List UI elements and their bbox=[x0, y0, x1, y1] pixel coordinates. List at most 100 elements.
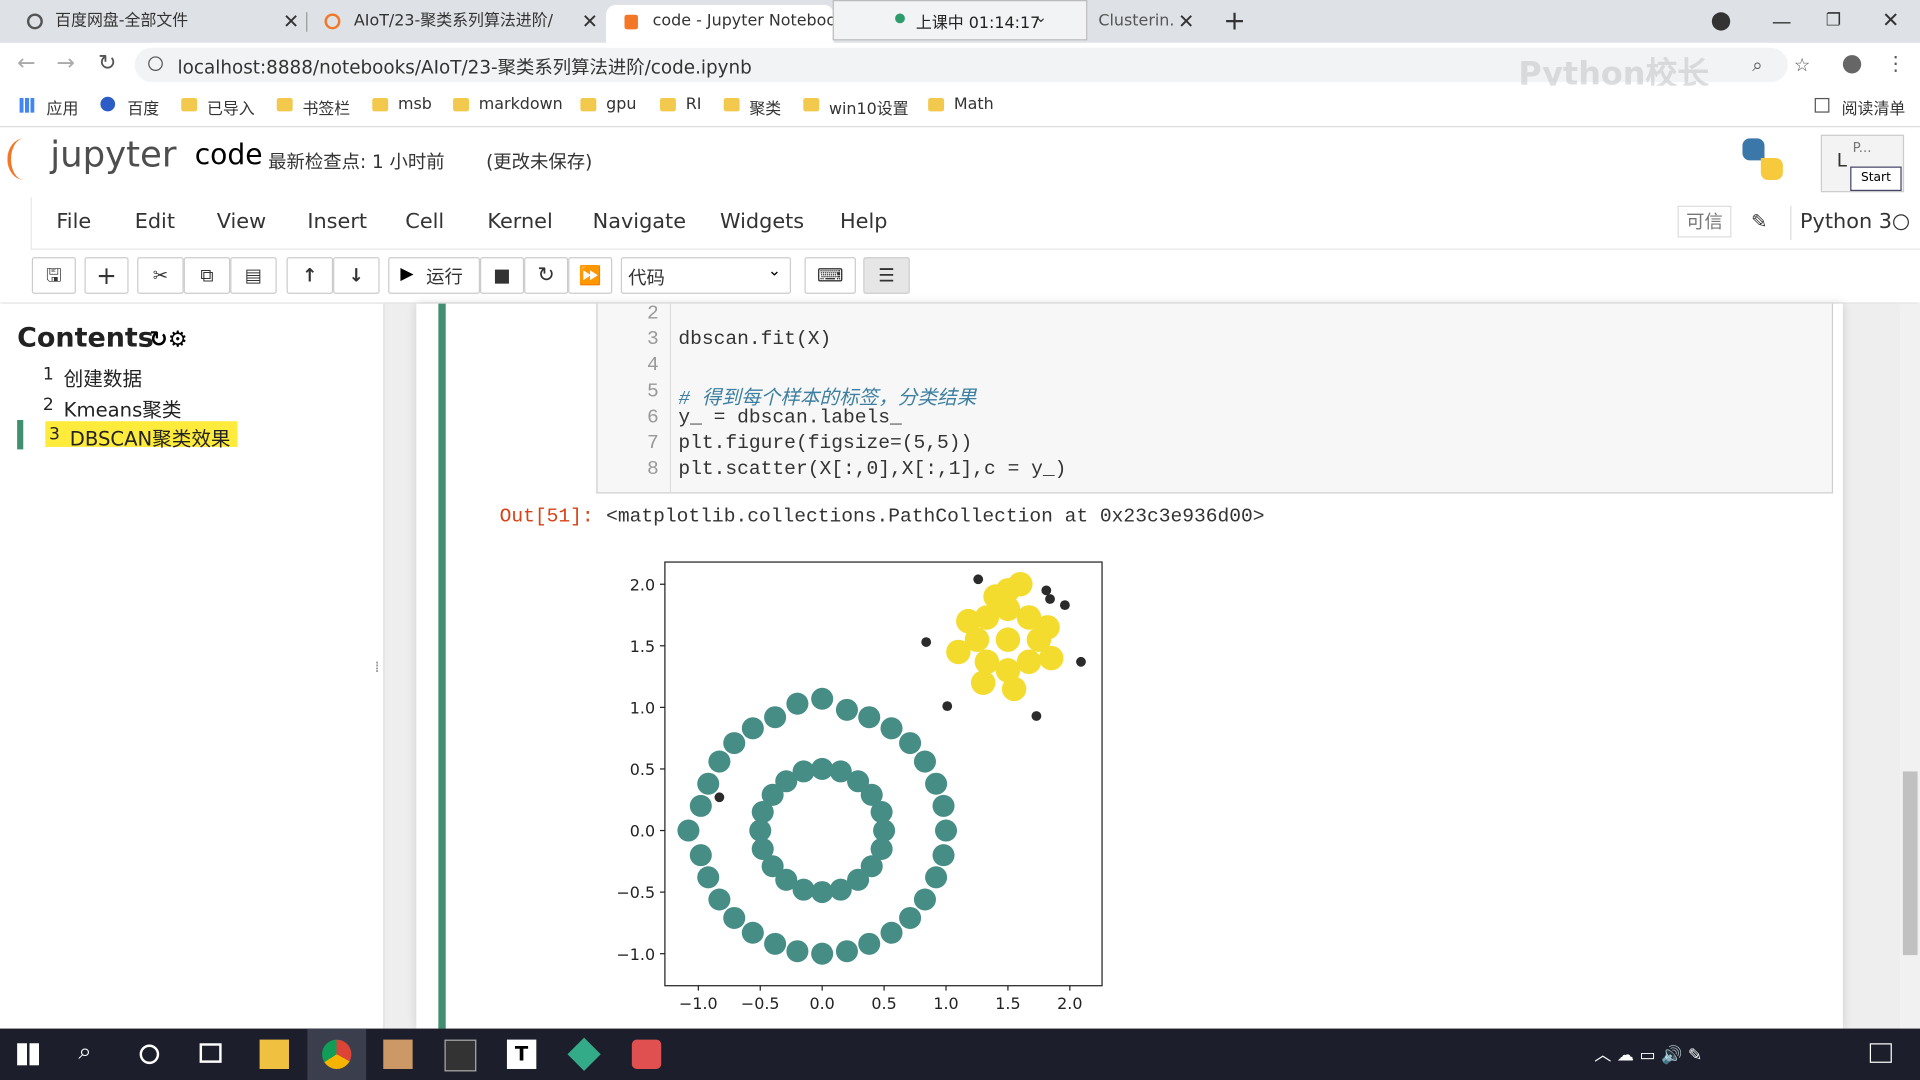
toc-number[interactable]: 2 bbox=[42, 394, 54, 415]
cell-type-select[interactable] bbox=[620, 257, 792, 294]
tab-close[interactable]: ✕ bbox=[282, 9, 300, 34]
menu-item[interactable]: Insert bbox=[307, 209, 368, 234]
back[interactable]: ← bbox=[17, 50, 36, 76]
point bbox=[764, 932, 787, 955]
interrupt-button[interactable]: ■ bbox=[480, 257, 525, 294]
bookmark[interactable]: msb bbox=[397, 95, 432, 114]
toc-number[interactable]: 3 bbox=[48, 424, 60, 445]
save-button[interactable]: 🖫 bbox=[31, 257, 76, 294]
dropdown-arrow[interactable]: ⌄ bbox=[1034, 8, 1048, 26]
terminal[interactable] bbox=[444, 1039, 477, 1072]
reload[interactable]: ↻ bbox=[97, 50, 117, 76]
menu-item[interactable]: Widgets bbox=[720, 209, 805, 234]
recording-widget[interactable] bbox=[832, 0, 1088, 41]
popup-button[interactable]: Start bbox=[1850, 166, 1902, 192]
toc-refresh[interactable]: ↻⚙ bbox=[149, 326, 188, 353]
reading-list[interactable]: 阅读清单 bbox=[1841, 100, 1906, 119]
typora[interactable]: T bbox=[506, 1039, 537, 1069]
bookmark[interactable]: 应用 bbox=[46, 100, 79, 119]
tab-title[interactable]: code - Jupyter Notebook bbox=[652, 12, 846, 31]
point bbox=[775, 770, 798, 793]
tab-title[interactable]: 百度网盘-全部文件 bbox=[55, 12, 189, 31]
run-button[interactable] bbox=[388, 257, 480, 294]
tab-title[interactable]: Clusterin. bbox=[1098, 12, 1175, 31]
close-window[interactable]: ✕ bbox=[1882, 8, 1900, 34]
point bbox=[925, 866, 948, 889]
bookmark-star[interactable]: ☆ bbox=[1793, 53, 1811, 76]
line-number: 2 bbox=[647, 302, 659, 325]
profile-menu[interactable] bbox=[1711, 12, 1731, 31]
tab-close[interactable]: ✕ bbox=[581, 9, 599, 34]
system-tray[interactable]: ︿ ☁ ▭ 🔊 ✎ bbox=[1594, 1045, 1703, 1066]
account[interactable] bbox=[1842, 55, 1862, 74]
app[interactable] bbox=[631, 1039, 662, 1069]
point bbox=[1059, 600, 1070, 611]
code-input[interactable] bbox=[596, 303, 1834, 494]
menu-item[interactable]: File bbox=[56, 209, 92, 234]
x-tick-label: 0.5 bbox=[871, 994, 896, 1013]
restart-button[interactable]: ↻ bbox=[524, 257, 569, 294]
task-view[interactable] bbox=[199, 1043, 222, 1063]
copy-button[interactable]: ⧉ bbox=[183, 257, 231, 294]
bookmark[interactable]: win10设置 bbox=[828, 100, 909, 119]
jupyter-logo[interactable]: jupyter bbox=[50, 133, 177, 176]
popup-side: L bbox=[1836, 149, 1847, 172]
bookmark[interactable]: 已导入 bbox=[206, 100, 255, 119]
restart-run-button[interactable]: ⏩ bbox=[568, 257, 613, 294]
bookmark[interactable]: 百度 bbox=[127, 100, 160, 119]
start-button[interactable] bbox=[17, 1043, 40, 1066]
keyboard-button[interactable]: ⌨ bbox=[804, 257, 856, 294]
chrome[interactable] bbox=[322, 1039, 352, 1069]
move-up-button[interactable]: ↑ bbox=[286, 257, 334, 294]
maximize[interactable]: ❐ bbox=[1825, 11, 1842, 31]
active-tab[interactable] bbox=[606, 4, 834, 43]
forward[interactable]: → bbox=[56, 50, 75, 76]
tab-close[interactable]: ✕ bbox=[1177, 9, 1195, 34]
bookmark[interactable]: gpu bbox=[606, 95, 637, 114]
toc-item[interactable]: 创建数据 bbox=[63, 367, 143, 391]
menu-item[interactable]: Kernel bbox=[487, 209, 553, 234]
toc-button[interactable]: ☰ bbox=[863, 257, 910, 294]
url[interactable]: localhost:8888/notebooks/AIoT/23-聚类系列算法进… bbox=[177, 56, 752, 79]
bookmark[interactable]: 聚类 bbox=[749, 100, 782, 119]
trusted[interactable]: 可信 bbox=[1677, 205, 1732, 238]
toc-number[interactable]: 1 bbox=[42, 364, 54, 385]
toc-item[interactable]: Kmeans聚类 bbox=[63, 397, 182, 421]
plot-frame bbox=[664, 561, 1103, 987]
paste-button[interactable]: ▤ bbox=[230, 257, 277, 294]
notebook-name[interactable]: code bbox=[194, 139, 263, 172]
info-icon[interactable] bbox=[148, 56, 163, 72]
menu-item[interactable]: Cell bbox=[405, 209, 445, 234]
scroll-thumb[interactable] bbox=[1902, 771, 1918, 956]
bookmark[interactable]: 书签栏 bbox=[302, 100, 351, 119]
toc-item[interactable]: DBSCAN聚类效果 bbox=[69, 427, 231, 451]
notifications[interactable] bbox=[1869, 1043, 1892, 1063]
omnibox[interactable] bbox=[134, 47, 1788, 83]
point bbox=[811, 881, 834, 904]
tab-title[interactable]: AIoT/23-聚类系列算法进阶/ bbox=[353, 12, 554, 31]
menu-item[interactable]: Help bbox=[840, 209, 888, 234]
move-down-button[interactable]: ↓ bbox=[333, 257, 380, 294]
y-tick-label: −0.5 bbox=[616, 883, 655, 902]
tab-icon bbox=[26, 13, 43, 30]
new-tab[interactable]: + bbox=[1223, 6, 1246, 37]
cortana[interactable] bbox=[139, 1044, 160, 1065]
explorer[interactable] bbox=[259, 1039, 289, 1069]
app[interactable] bbox=[383, 1039, 413, 1069]
menu-item[interactable]: View bbox=[216, 209, 267, 234]
search-button[interactable]: ⌕ bbox=[78, 1038, 92, 1066]
zoom[interactable]: ⌕ bbox=[1752, 53, 1763, 76]
menu-item[interactable]: Edit bbox=[134, 209, 176, 234]
menu-item[interactable]: Navigate bbox=[592, 209, 687, 234]
minimize[interactable]: — bbox=[1771, 9, 1792, 34]
insert-button[interactable]: + bbox=[84, 257, 129, 294]
bookmark[interactable]: RI bbox=[685, 95, 702, 114]
bookmark[interactable]: Math bbox=[953, 95, 994, 114]
bookmark[interactable]: markdown bbox=[478, 95, 563, 114]
point bbox=[934, 819, 958, 842]
splitter[interactable]: ⁞ bbox=[374, 658, 380, 676]
more[interactable]: ⋮ bbox=[1885, 51, 1906, 75]
cut-button[interactable]: ✂ bbox=[137, 257, 184, 294]
code-line: # 得到每个样本的标签，分类结果 bbox=[678, 387, 977, 410]
